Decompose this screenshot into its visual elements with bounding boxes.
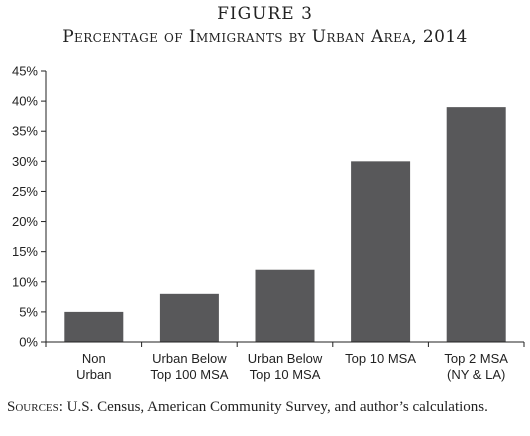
bar — [159, 293, 219, 342]
y-tick-label: 45% — [12, 64, 38, 79]
x-tick-label-line: Urban — [76, 367, 111, 382]
x-tick-label-line: Non — [82, 351, 106, 366]
y-tick-label: 35% — [12, 124, 38, 139]
x-tick-label: Non Urban — [76, 351, 111, 382]
y-tick-label: 5% — [19, 304, 38, 319]
bar-series — [64, 107, 506, 342]
x-tick-label: Urban Below Top 10 MSA — [248, 351, 323, 382]
chart-title: Percentage of Immigrants by Urban Area, … — [62, 27, 468, 47]
x-tick-label-line: (NY & LA) — [447, 367, 505, 382]
y-tick-label: 30% — [12, 154, 38, 169]
bar — [255, 269, 315, 342]
y-tick-label: 40% — [12, 94, 38, 109]
x-tick-label-line: Urban Below — [152, 351, 227, 366]
figure-number: FIGURE 3 — [217, 4, 313, 24]
x-tick-label: Top 10 MSA — [345, 351, 416, 366]
y-tick-label: 15% — [12, 244, 38, 259]
x-tick-label-line: Top 100 MSA — [150, 367, 228, 382]
source-note: Sources: U.S. Census, American Community… — [7, 398, 523, 416]
x-tick-label-line: Top 10 MSA — [345, 351, 416, 366]
x-tick-label: Top 2 MSA (NY & LA) — [444, 351, 508, 382]
bar — [446, 107, 506, 342]
y-tick-label: 0% — [19, 335, 38, 350]
bar — [351, 161, 411, 342]
y-tick-label: 10% — [12, 274, 38, 289]
figure-heading: FIGURE 3 Percentage of Immigrants by Urb… — [0, 3, 530, 49]
x-tick-label-line: Top 10 MSA — [250, 367, 321, 382]
source-label: Sources: — [7, 399, 63, 415]
bar — [64, 311, 124, 342]
source-text: U.S. Census, American Community Survey, … — [62, 399, 488, 415]
y-tick-label: 25% — [12, 184, 38, 199]
x-tick-label: Urban Below Top 100 MSA — [150, 351, 228, 382]
x-tick-label-line: Urban Below — [248, 351, 323, 366]
y-axis: 0% 5% 10% 15% 20% 25% 30% 35% 40% 45% — [12, 64, 47, 350]
y-tick-label: 20% — [12, 214, 38, 229]
x-tick-label-line: Top 2 MSA — [444, 351, 508, 366]
